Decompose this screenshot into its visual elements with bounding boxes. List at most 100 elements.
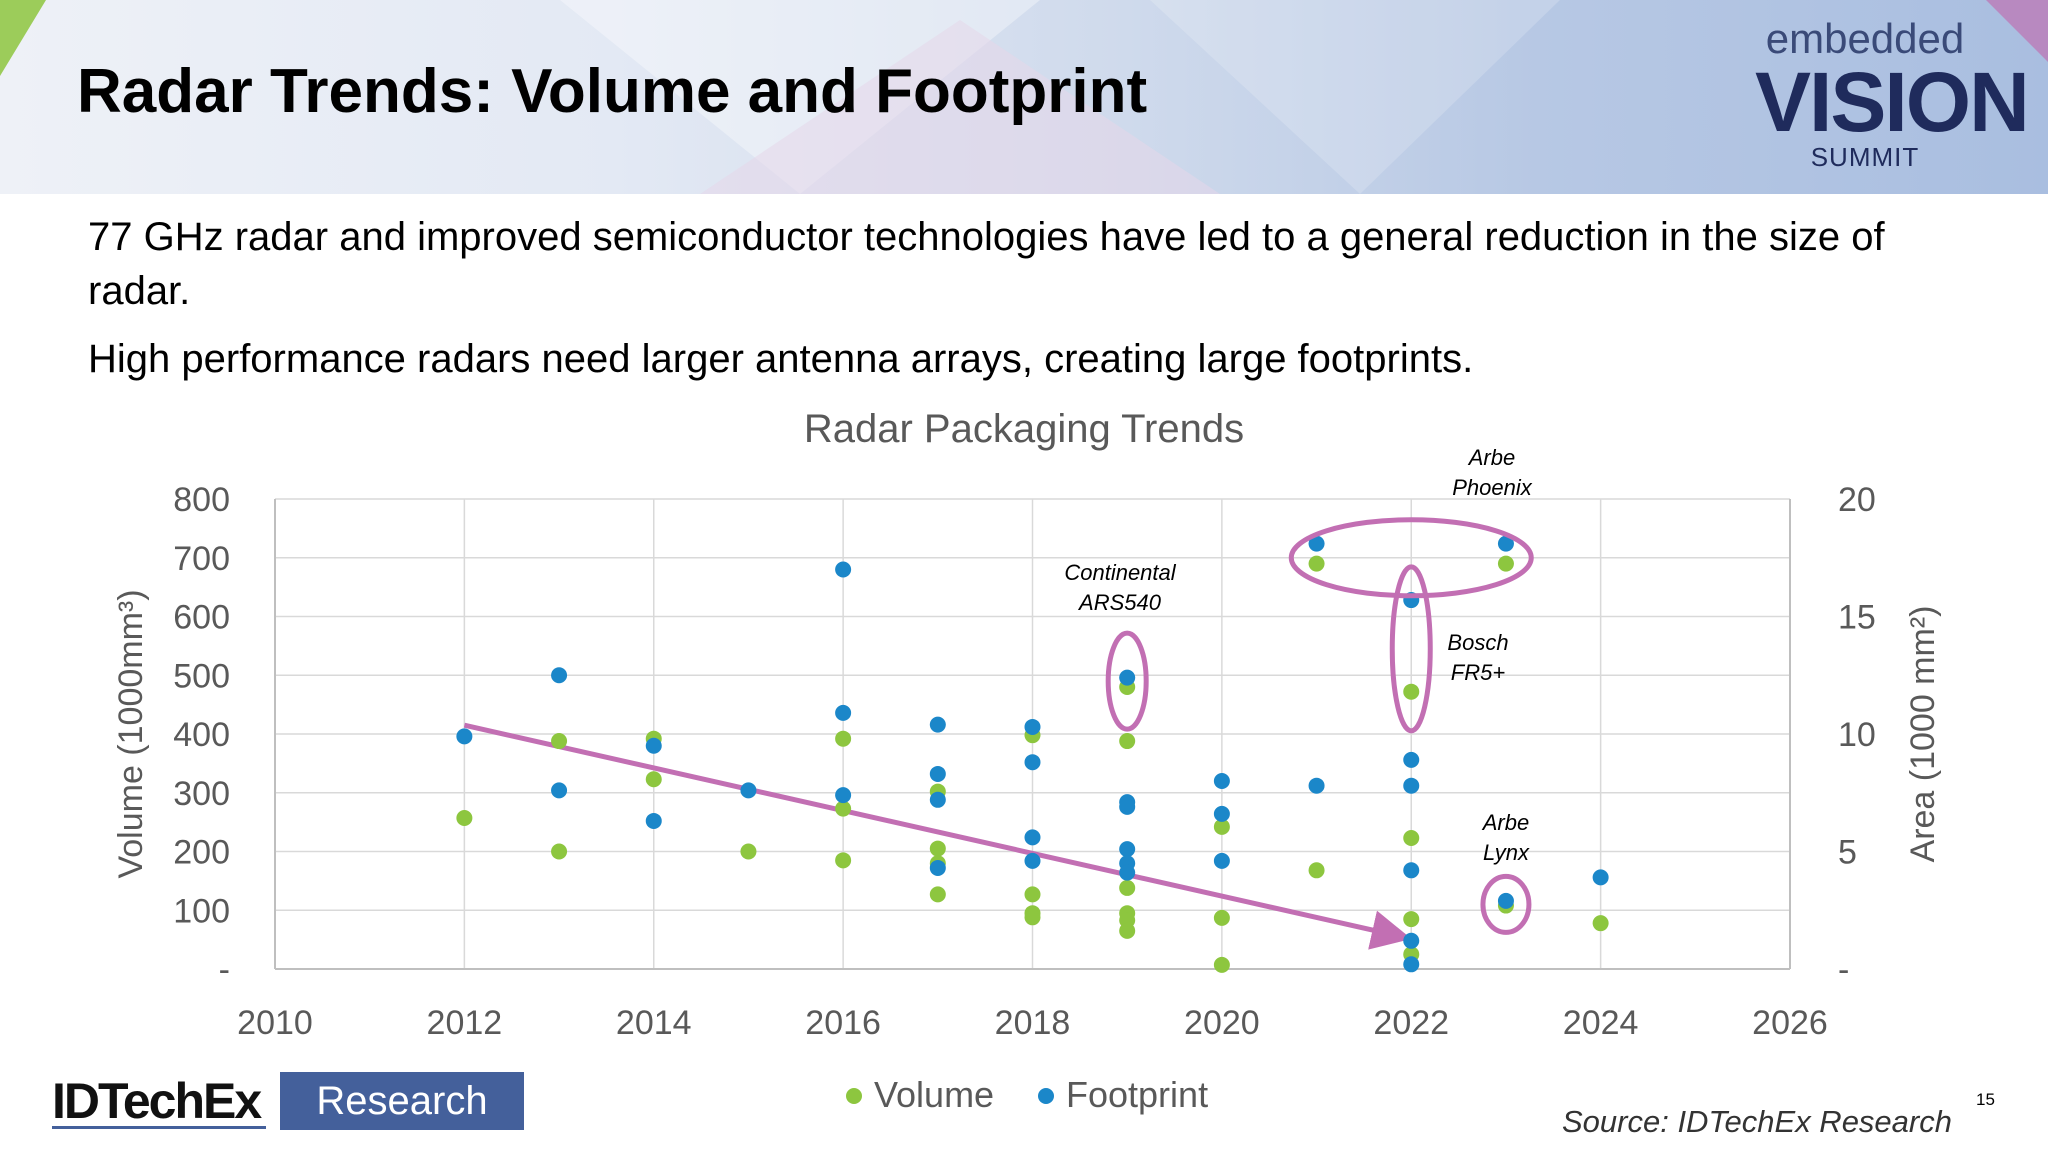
- y-tick-label: 400: [173, 716, 230, 754]
- footprint-point: [1213, 852, 1230, 869]
- volume-point: [1213, 818, 1230, 835]
- footprint-point: [929, 791, 946, 808]
- volume-point: [1213, 956, 1230, 973]
- annotation-label: Phoenix: [1452, 475, 1533, 500]
- footprint-point: [1497, 535, 1514, 552]
- volume-point: [551, 733, 568, 750]
- volume-point: [456, 810, 473, 827]
- footprint-point: [1213, 805, 1230, 822]
- volume-point: [1403, 683, 1420, 700]
- footprint-point: [835, 787, 852, 804]
- footprint-point: [551, 667, 568, 684]
- y2-tick-label: 20: [1838, 481, 1876, 519]
- footprint-point: [1024, 852, 1041, 869]
- annotation-label: ARS540: [1077, 590, 1162, 615]
- volume-point: [1403, 911, 1420, 928]
- header-decoration: [560, 0, 1560, 194]
- volume-point: [835, 800, 852, 817]
- y2-tick-label: 10: [1838, 716, 1876, 754]
- footprint-point: [1024, 718, 1041, 735]
- y-tick-label: 200: [173, 834, 230, 872]
- footprint-point: [1119, 841, 1136, 858]
- volume-point: [1592, 915, 1609, 932]
- footprint-point: [1024, 829, 1041, 846]
- ellipse-continental-ars540: [1105, 630, 1149, 732]
- y-tick-label: -: [219, 951, 230, 989]
- x-tick-label: 2016: [805, 1004, 881, 1042]
- volume-point: [1213, 909, 1230, 926]
- y-tick-label: 700: [173, 540, 230, 578]
- volume-point: [1308, 555, 1325, 572]
- volume-point: [1024, 909, 1041, 926]
- annotation-label: Arbe: [1481, 810, 1529, 835]
- volume-point: [1119, 922, 1136, 939]
- footprint-point: [1119, 798, 1136, 815]
- volume-point: [1497, 555, 1514, 572]
- footprint-point: [929, 859, 946, 876]
- volume-point: [1308, 862, 1325, 879]
- footprint-point: [1119, 864, 1136, 881]
- volume-point: [929, 886, 946, 903]
- footprint-point: [1592, 869, 1609, 886]
- x-tick-label: 2020: [1184, 1004, 1260, 1042]
- footprint-point: [456, 728, 473, 745]
- footprint-point: [1213, 773, 1230, 789]
- footprint-point: [835, 704, 852, 721]
- volume-point: [1024, 886, 1041, 903]
- y2-axis-title: Area (1000 mm²): [1904, 606, 1942, 863]
- annotation-label: FR5+: [1451, 660, 1506, 685]
- ellipse-bosch-fr5: [1389, 564, 1433, 734]
- footprint-point: [1119, 669, 1136, 686]
- footprint-point: [1403, 956, 1420, 973]
- chart-title: Radar Packaging Trends: [804, 407, 1244, 451]
- bullet-2: High performance radars need larger ante…: [88, 337, 1474, 381]
- y-tick-label: 100: [173, 892, 230, 930]
- legend-label: Footprint: [1066, 1074, 1208, 1115]
- y-tick-label: 600: [173, 599, 230, 637]
- y2-tick-label: 5: [1838, 834, 1857, 872]
- logo-underline: [52, 1126, 266, 1129]
- volume-point: [551, 843, 568, 860]
- ellipse-arbe-lynx: [1480, 873, 1532, 935]
- annotation-label: Continental: [1064, 560, 1176, 585]
- annotation-label: Bosch: [1447, 630, 1508, 655]
- x-tick-label: 2010: [237, 1004, 313, 1042]
- footprint-point: [1497, 892, 1514, 909]
- legend-label: Volume: [874, 1074, 994, 1115]
- corner-accent-green: [0, 0, 46, 76]
- page-number: 15: [1976, 1090, 1995, 1109]
- footprint-point: [1024, 754, 1041, 771]
- volume-point: [835, 730, 852, 747]
- y2-tick-label: 15: [1838, 599, 1876, 637]
- volume-point: [645, 771, 662, 788]
- x-tick-label: 2014: [616, 1004, 692, 1042]
- volume-point: [1119, 879, 1136, 896]
- footprint-point: [645, 812, 662, 829]
- slide-title: Radar Trends: Volume and Footprint: [77, 57, 1148, 126]
- ellipse-arbe-phoenix: [1288, 517, 1534, 599]
- footprint-point: [645, 737, 662, 754]
- corner-accent-purple: [1986, 0, 2048, 62]
- volume-point: [740, 843, 757, 860]
- footprint-point: [1308, 535, 1325, 552]
- y-tick-label: 800: [173, 481, 230, 519]
- footprint-point: [1403, 777, 1420, 794]
- footprint-point: [1308, 777, 1325, 794]
- x-tick-label: 2022: [1373, 1004, 1449, 1042]
- bullet-1: 77 GHz radar and improved semiconductor …: [88, 215, 1885, 313]
- trend-arrow: [463, 722, 1412, 950]
- x-tick-label: 2024: [1563, 1004, 1639, 1042]
- volume-point: [835, 852, 852, 869]
- volume-point: [929, 840, 946, 857]
- y-tick-label: 300: [173, 775, 230, 813]
- footprint-point: [929, 716, 946, 733]
- volume-point: [1403, 829, 1420, 846]
- header-band: Radar Trends: Volume and Footprint embed…: [0, 0, 2048, 194]
- x-tick-label: 2026: [1752, 1004, 1828, 1042]
- footprint-point: [1403, 751, 1420, 768]
- footprint-point: [551, 782, 568, 799]
- legend-marker: [1038, 1088, 1054, 1104]
- footprint-point: [740, 782, 757, 799]
- annotation-label: Lynx: [1483, 840, 1530, 865]
